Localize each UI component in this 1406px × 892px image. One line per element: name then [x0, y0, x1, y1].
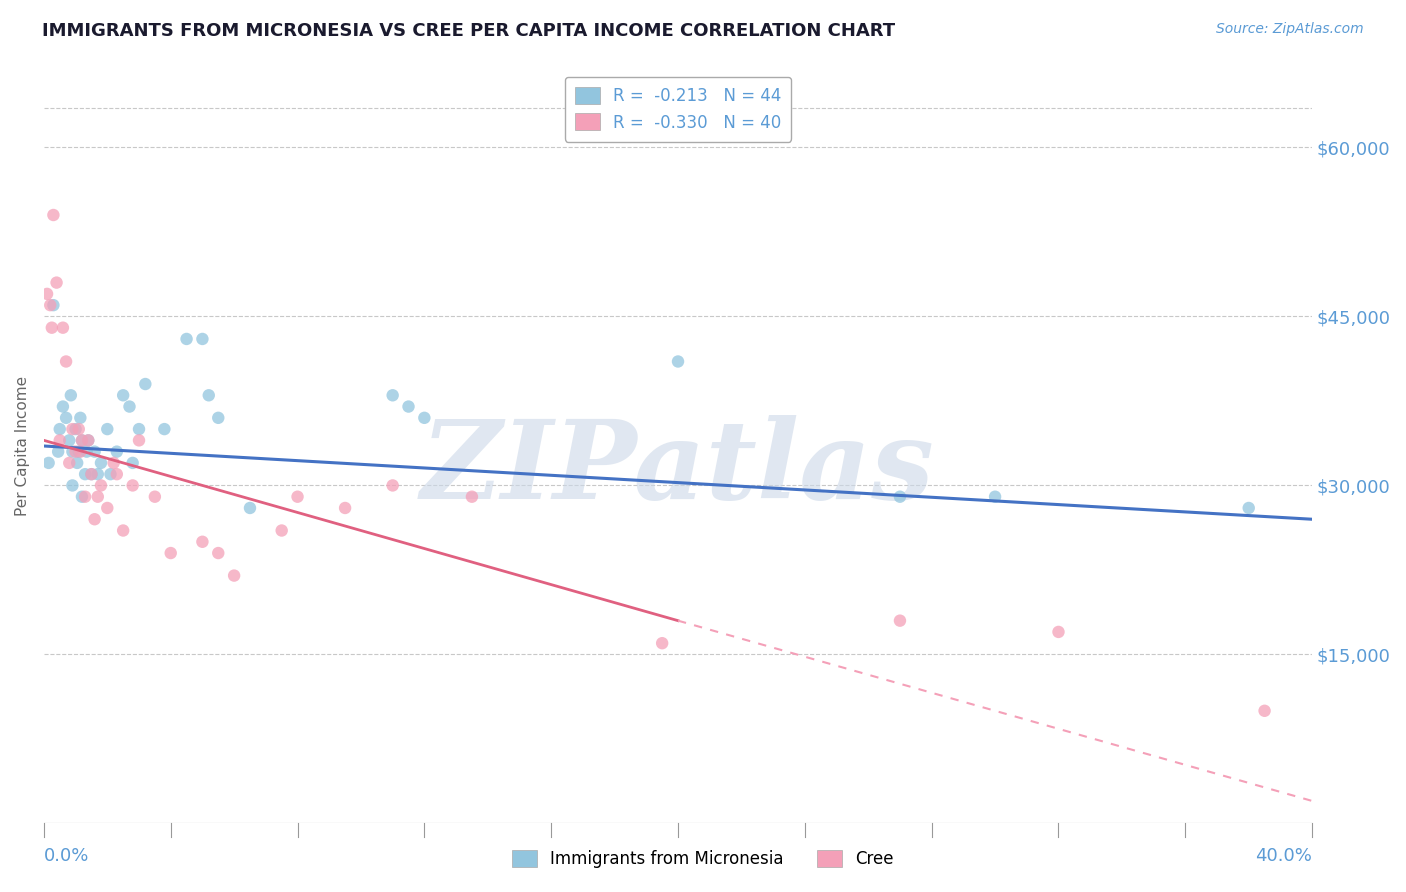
Point — [239, 500, 262, 515]
Point — [65, 422, 87, 436]
Point — [83, 444, 105, 458]
Point — [70, 490, 93, 504]
Point — [651, 636, 673, 650]
Point — [381, 478, 404, 492]
Point — [70, 434, 93, 448]
Point — [134, 377, 156, 392]
Point — [67, 444, 90, 458]
Point — [287, 490, 309, 504]
Point — [207, 546, 229, 560]
Point — [55, 354, 77, 368]
Point — [398, 400, 420, 414]
Point — [96, 500, 118, 515]
Point — [55, 410, 77, 425]
Point — [69, 410, 91, 425]
Point — [41, 320, 63, 334]
Point — [197, 388, 219, 402]
Point — [35, 286, 58, 301]
Point — [62, 478, 84, 492]
Point — [143, 490, 166, 504]
Point — [96, 422, 118, 436]
Point — [62, 444, 84, 458]
Point — [87, 490, 110, 504]
Text: IMMIGRANTS FROM MICRONESIA VS CREE PER CAPITA INCOME CORRELATION CHART: IMMIGRANTS FROM MICRONESIA VS CREE PER C… — [42, 22, 896, 40]
Point — [270, 524, 292, 538]
Point — [77, 434, 100, 448]
Point — [191, 332, 214, 346]
Point — [76, 444, 98, 458]
Text: Source: ZipAtlas.com: Source: ZipAtlas.com — [1216, 22, 1364, 37]
Point — [666, 354, 689, 368]
Point — [80, 467, 103, 482]
Point — [48, 434, 70, 448]
Point — [191, 534, 214, 549]
Point — [118, 400, 141, 414]
Point — [70, 434, 93, 448]
Point — [112, 388, 135, 402]
Point — [67, 422, 90, 436]
Point — [90, 478, 112, 492]
Point — [413, 410, 436, 425]
Point — [112, 524, 135, 538]
Point — [153, 422, 176, 436]
Point — [69, 444, 91, 458]
Point — [75, 467, 97, 482]
Point — [159, 546, 181, 560]
Point — [58, 434, 80, 448]
Point — [105, 467, 128, 482]
Point — [48, 422, 70, 436]
Point — [1237, 500, 1260, 515]
Point — [66, 456, 89, 470]
Point — [38, 456, 60, 470]
Point — [52, 320, 75, 334]
Point — [128, 434, 150, 448]
Point — [42, 298, 65, 312]
Point — [77, 434, 100, 448]
Point — [90, 456, 112, 470]
Point — [381, 388, 404, 402]
Text: ZIPatlas: ZIPatlas — [420, 415, 935, 523]
Point — [46, 444, 69, 458]
Point — [224, 568, 246, 582]
Point — [103, 456, 125, 470]
Point — [121, 478, 143, 492]
Point — [176, 332, 198, 346]
Y-axis label: Per Capita Income: Per Capita Income — [15, 376, 30, 516]
Point — [889, 490, 911, 504]
Point — [42, 208, 65, 222]
Point — [75, 490, 97, 504]
Point — [333, 500, 356, 515]
Point — [121, 456, 143, 470]
Point — [62, 422, 84, 436]
Text: 40.0%: 40.0% — [1256, 847, 1312, 865]
Point — [100, 467, 122, 482]
Point — [59, 388, 82, 402]
Point — [87, 467, 110, 482]
Legend: Immigrants from Micronesia, Cree: Immigrants from Micronesia, Cree — [505, 843, 901, 875]
Text: 0.0%: 0.0% — [44, 847, 89, 865]
Point — [52, 400, 75, 414]
Point — [889, 614, 911, 628]
Point — [1047, 624, 1070, 639]
Point — [58, 456, 80, 470]
Point — [461, 490, 484, 504]
Point — [80, 467, 103, 482]
Point — [45, 276, 67, 290]
Point — [1253, 704, 1275, 718]
Point — [207, 410, 229, 425]
Point — [65, 444, 87, 458]
Point — [39, 298, 62, 312]
Point — [83, 512, 105, 526]
Point — [105, 444, 128, 458]
Point — [128, 422, 150, 436]
Legend: R =  -0.213   N = 44, R =  -0.330   N = 40: R = -0.213 N = 44, R = -0.330 N = 40 — [565, 77, 792, 142]
Point — [984, 490, 1007, 504]
